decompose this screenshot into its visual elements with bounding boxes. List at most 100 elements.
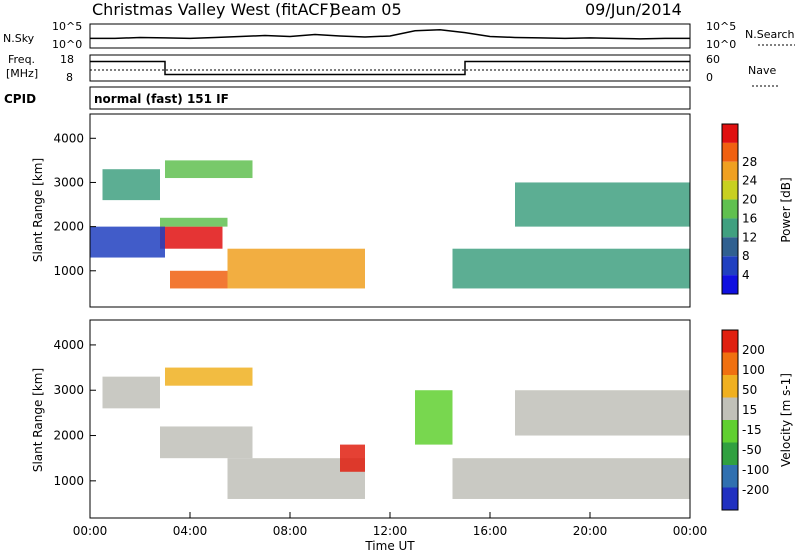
freq-label: Freq. — [8, 53, 35, 66]
velocity-y-tick-label: 4000 — [53, 338, 84, 352]
power-region — [160, 217, 228, 227]
nsearch-tick-bottom: 10^0 — [706, 38, 736, 51]
date-title: 09/Jun/2014 — [585, 0, 682, 19]
nsearch-label: N.Search — [745, 28, 795, 41]
nsky-series — [90, 29, 690, 40]
beam-title: Beam 05 — [330, 0, 402, 19]
freq-tick-bottom: 8 — [66, 71, 73, 84]
velocity-region — [415, 390, 453, 445]
power-cbar-tick-label: 20 — [742, 193, 757, 207]
vel-cbar-swatch — [722, 442, 738, 465]
power-region — [452, 248, 690, 289]
power-cbar-tick-label: 24 — [742, 174, 757, 188]
power-cbar-swatch — [722, 256, 738, 276]
power-cbar-swatch — [722, 180, 738, 200]
power-region — [165, 160, 253, 179]
velocity-y-ticks: 1000 2000 3000 4000 — [53, 338, 96, 488]
nsky-tick-bottom: 10^0 — [52, 38, 82, 51]
velocity-region — [160, 426, 253, 459]
x-axis-ticks: 00:00 04:00 08:00 12:00 16:00 20:00 00:00 — [73, 512, 708, 538]
power-y-tick-label: 2000 — [53, 220, 84, 234]
vel-cbar-swatch — [722, 330, 738, 353]
power-cbar-swatch — [722, 161, 738, 181]
x-axis-label: Time UT — [364, 539, 415, 553]
power-cbar-swatch — [722, 275, 738, 294]
power-cbar-swatch — [722, 124, 738, 143]
x-tick-label: 12:00 — [373, 524, 408, 538]
velocity-colorbar: 200 100 50 15 -15 -50 -100 -200 — [721, 329, 769, 511]
nsearch-tick-top: 10^5 — [706, 20, 736, 33]
power-colorbar: 4 8 12 16 20 24 28 — [721, 123, 757, 295]
velocity-y-tick-label: 1000 — [53, 474, 84, 488]
vel-cbar-swatch — [722, 420, 738, 443]
vel-cbar-tick-label: -15 — [742, 423, 762, 437]
power-panel-frame — [89, 113, 691, 308]
velocity-region — [102, 376, 160, 409]
station-title: Christmas Valley West (fitACF) — [92, 0, 335, 19]
x-tick-label: 20:00 — [573, 524, 608, 538]
power-cbar-frame — [721, 123, 739, 295]
freq-tick-top: 18 — [60, 53, 74, 66]
freq-unit-label: [MHz] — [6, 67, 38, 80]
nave-tick-bottom: 0 — [706, 71, 713, 84]
power-y-tick-label: 4000 — [53, 131, 84, 145]
freq-series — [90, 60, 690, 76]
vel-cbar-swatch — [722, 397, 738, 420]
x-tick-label: 00:00 — [73, 524, 108, 538]
x-tick-label: 00:00 — [673, 524, 708, 538]
velocity-region — [340, 444, 365, 472]
velocity-region — [515, 390, 690, 436]
cpid-panel-frame — [89, 86, 691, 110]
vel-cbar-tick-label: 200 — [742, 343, 765, 357]
power-cbar-swatch — [722, 142, 738, 162]
cpid-text: normal (fast) 151 IF — [94, 92, 229, 106]
power-y-label: Slant Range [km] — [31, 158, 45, 262]
vel-cbar-tick-label: 100 — [742, 363, 765, 377]
power-y-tick-label: 3000 — [53, 175, 84, 189]
velocity-y-label: Slant Range [km] — [31, 368, 45, 472]
vel-cbar-tick-label: -50 — [742, 443, 762, 457]
vel-cbar-tick-label: -200 — [742, 483, 769, 497]
vel-cbar-swatch — [722, 352, 738, 375]
nsky-line — [90, 29, 690, 40]
power-colorbar-label: Power [dB] — [779, 177, 793, 242]
power-cbar-swatch — [722, 237, 738, 257]
freq-panel-frame — [89, 54, 691, 82]
power-cbar-swatch — [722, 218, 738, 238]
power-region — [227, 248, 365, 289]
nave-tick-top: 60 — [706, 53, 720, 66]
velocity-regions — [102, 367, 690, 499]
power-region — [90, 226, 165, 258]
nave-label: Nave — [748, 64, 776, 77]
power-cbar-tick-label: 16 — [742, 211, 757, 225]
nsky-label: N.Sky — [3, 32, 35, 45]
power-cbar-tick-label: 8 — [742, 249, 750, 263]
power-region — [515, 182, 690, 227]
nsky-tick-top: 10^5 — [52, 20, 82, 33]
velocity-region — [452, 458, 690, 499]
vel-cbar-swatch — [722, 487, 738, 510]
velocity-y-tick-label: 3000 — [53, 383, 84, 397]
power-regions — [90, 160, 690, 289]
cpid-label: CPID — [4, 92, 36, 106]
vel-cbar-tick-label: 15 — [742, 403, 757, 417]
x-tick-label: 04:00 — [173, 524, 208, 538]
nsky-panel-frame — [89, 23, 691, 49]
vel-cbar-swatch — [722, 465, 738, 488]
power-cbar-tick-label: 4 — [742, 268, 750, 282]
power-cbar-tick-label: 12 — [742, 230, 757, 244]
power-cbar-swatch — [722, 199, 738, 219]
power-region — [170, 270, 228, 289]
vel-cbar-tick-label: 50 — [742, 383, 757, 397]
vel-cbar-tick-label: -100 — [742, 463, 769, 477]
x-tick-label: 08:00 — [273, 524, 308, 538]
power-region — [102, 169, 160, 201]
freq-line — [90, 60, 690, 76]
vel-cbar-frame — [721, 329, 739, 511]
x-tick-label: 16:00 — [473, 524, 508, 538]
power-y-tick-label: 1000 — [53, 264, 84, 278]
power-region — [160, 226, 223, 249]
power-cbar-tick-label: 28 — [742, 155, 757, 169]
velocity-y-tick-label: 2000 — [53, 429, 84, 443]
